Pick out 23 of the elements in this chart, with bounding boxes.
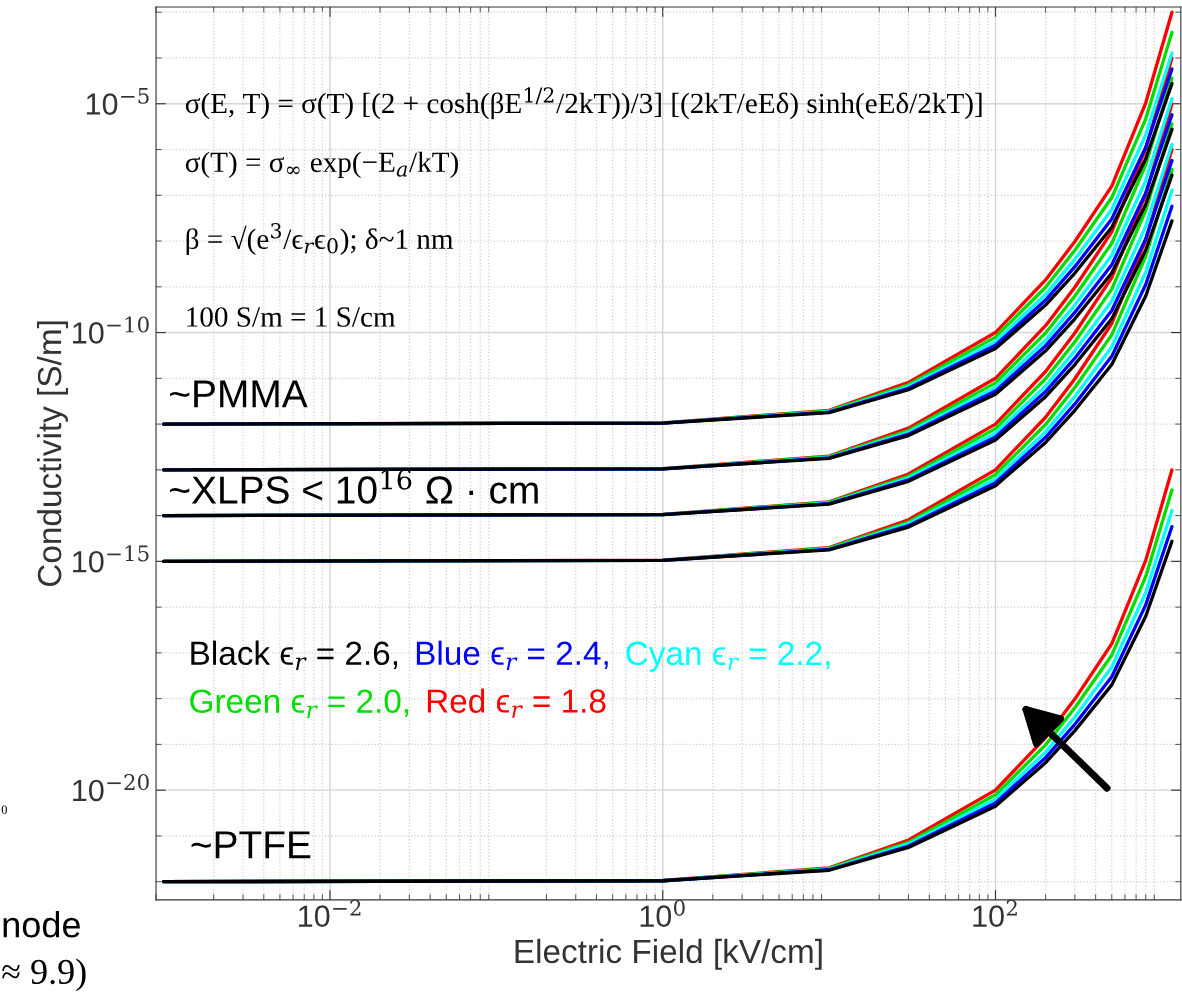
text: Black ϵ$_{r}$ = 2.6, [191, 640, 397, 670]
text: ≈ 9.9) [2, 958, 86, 992]
annotation: β = √(e$^{3}$/ϵ$_{r}$ϵ$_{0}$); δ~1 nm [186, 222, 454, 255]
y-axis-title: Conductivity [S/m] [36, 321, 69, 587]
x-axis-title: Electric Field [kV/cm] [515, 938, 822, 970]
annotation: ~PTFE [191, 831, 311, 859]
y-tick-label: 10$^{−5}$ [86, 87, 149, 115]
y-tick-label: 10$^{−15}$ [73, 545, 149, 573]
annotation: σ(T) = σ$_{∞}$ exp(−E$_{a}$/kT) [185, 151, 458, 179]
text: 0 [1, 805, 7, 814]
x-tick-label: 10$^{2}$ [973, 899, 1017, 927]
annotation: 100 S/m = 1 S/cm [187, 307, 396, 327]
y-tick-label: 10$^{−20}$ [73, 774, 149, 802]
text: Blue ϵ$_{r}$ = 2.4, [416, 640, 608, 670]
text: Red ϵ$_{r}$ = 1.8 [427, 688, 606, 718]
x-tick-label: 10$^{0}$ [640, 899, 685, 927]
text: node [3, 911, 80, 938]
text: Green ϵ$_{r}$ = 2.0, [190, 689, 409, 718]
x-tick-label: 10$^{−2}$ [299, 899, 361, 927]
annotation: σ(E, T) = σ(T) [(2 + cosh(βE$^{1/2}$/2kT))/3] [(2kT/eEδ) sinh(eEδ/2kT)] [185, 87, 982, 120]
text: Cyan ϵ$_{r}$ = 2.2, [626, 641, 830, 672]
annotation: ~PMMA [170, 380, 308, 408]
y-tick-label: 10$^{−10}$ [73, 316, 149, 344]
